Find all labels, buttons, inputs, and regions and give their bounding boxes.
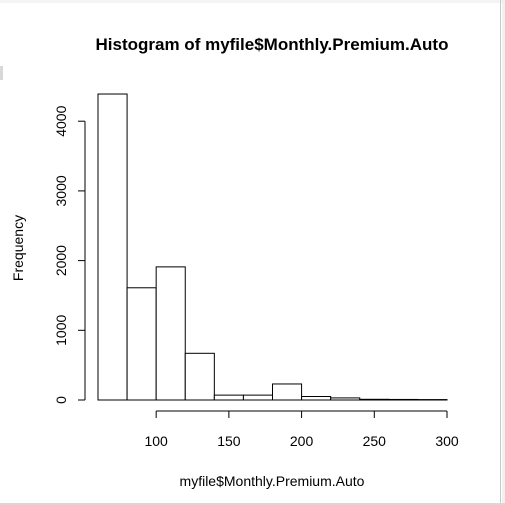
y-axis: 0 1000 2000 3000 4000 — [53, 105, 86, 404]
histogram-bar-8 — [330, 397, 361, 401]
x-tick-label-2: 200 — [290, 433, 314, 449]
window-bottom-edge — [0, 503, 505, 505]
y-tick-label-1: 1000 — [53, 315, 69, 346]
window-right-edge — [502, 0, 505, 505]
histogram-bars — [97, 93, 448, 401]
x-tick-label-0: 100 — [144, 433, 168, 449]
histogram-bar-0 — [97, 93, 128, 401]
x-tick-label-4: 300 — [435, 433, 459, 449]
y-tick-label-4: 4000 — [53, 105, 69, 136]
window-top-edge — [0, 0, 505, 3]
x-tick-label-3: 250 — [363, 433, 387, 449]
window-right-border — [500, 0, 501, 505]
histogram-bar-6 — [272, 383, 303, 401]
chart-title: Histogram of myfile$Monthly.Premium.Auto — [96, 35, 449, 54]
histogram-bar-3 — [184, 352, 215, 401]
x-axis: 100 150 200 250 300 — [144, 410, 459, 449]
histogram-bar-10 — [388, 398, 419, 401]
histogram-bar-5 — [242, 394, 274, 401]
y-axis-label: Frequency — [10, 215, 26, 281]
histogram-bar-9 — [359, 398, 390, 401]
window-left-mark — [0, 66, 3, 80]
histogram-bar-7 — [301, 396, 332, 401]
y-tick-label-2: 2000 — [53, 245, 69, 276]
histogram-bar-2 — [155, 266, 186, 401]
y-tick-label-0: 0 — [53, 396, 69, 404]
histogram-bar-4 — [213, 394, 244, 401]
x-tick-label-1: 150 — [217, 433, 241, 449]
y-tick-label-3: 3000 — [53, 175, 69, 206]
x-axis-label: myfile$Monthly.Premium.Auto — [180, 473, 365, 489]
histogram-bar-1 — [126, 287, 157, 401]
